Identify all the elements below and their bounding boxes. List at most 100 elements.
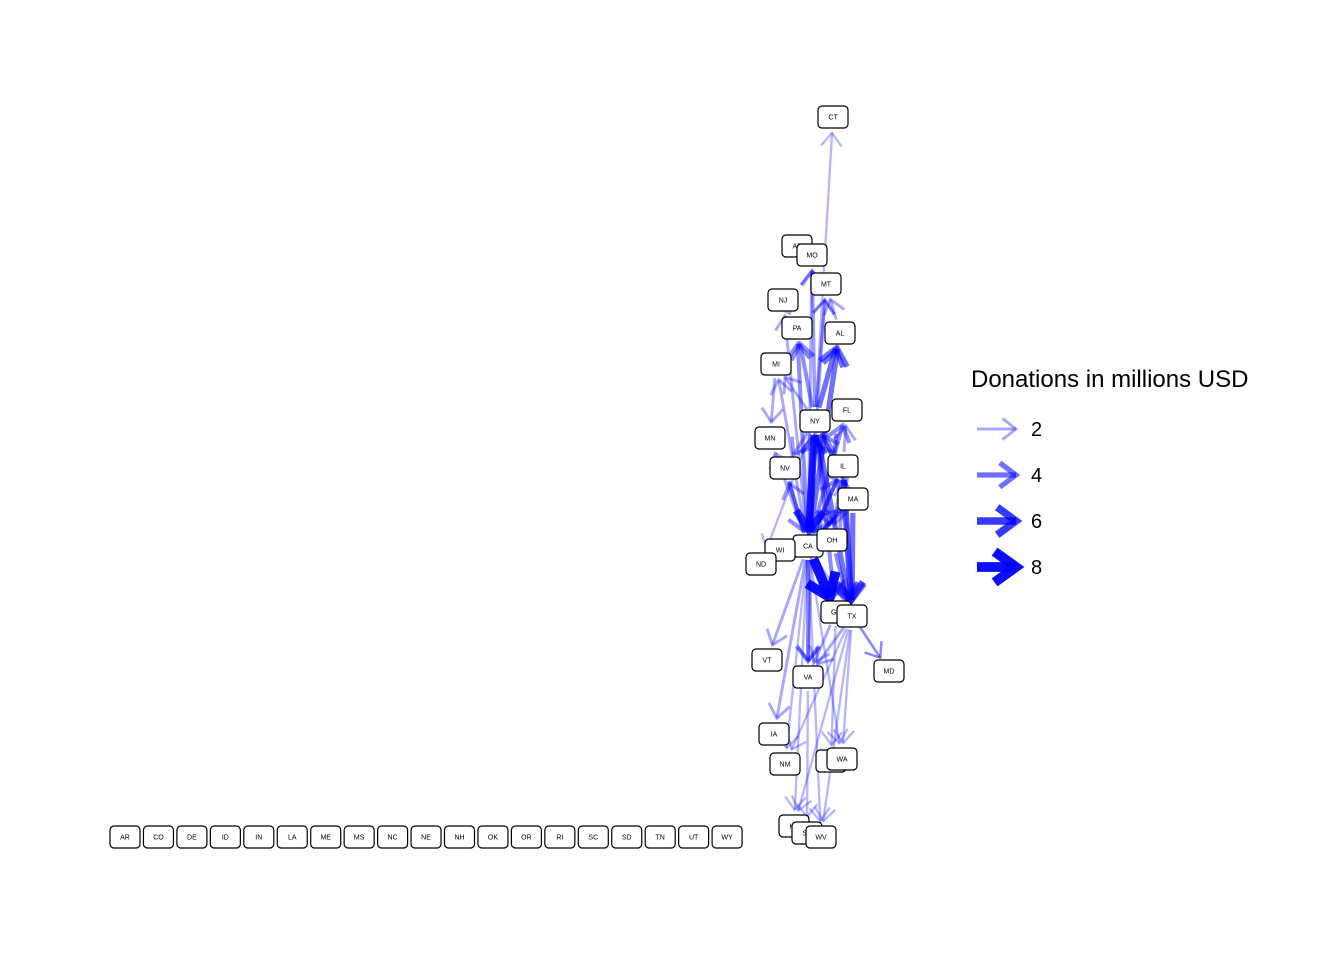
edge-line [783, 376, 809, 411]
edge-arrowhead [789, 340, 816, 362]
edge-arrowhead [820, 731, 844, 747]
legend-item: 4 [977, 460, 1042, 490]
node-box [836, 604, 868, 628]
edge-line [814, 299, 827, 408]
node-box [611, 825, 643, 849]
node-box [510, 825, 542, 849]
node-nm: NM [769, 752, 801, 776]
node-in: IN [243, 825, 275, 849]
edge-tx-va [815, 626, 845, 666]
node-label: NE [421, 835, 431, 842]
edge-arrowhead [864, 641, 883, 660]
node-me: ME [310, 825, 342, 849]
node-label: NC [388, 835, 398, 842]
node-ok: OK [477, 825, 509, 849]
node-label: TX [848, 614, 857, 621]
node-ut: UT [678, 825, 710, 849]
edge-ca-mi [769, 377, 808, 533]
node-label: MO [806, 253, 818, 260]
node-box [831, 398, 863, 422]
node-nv: NV [769, 456, 801, 480]
edge-arrowhead [782, 375, 802, 395]
legend-item: 8 [977, 547, 1042, 587]
node-mi: MI [760, 352, 792, 376]
edge-line [785, 559, 808, 749]
edge-arrowhead [864, 641, 883, 660]
edge-line [777, 379, 808, 533]
node-box [792, 665, 824, 689]
legend-label: 6 [1031, 511, 1042, 533]
edge-line [841, 629, 853, 744]
edge-il-fl [833, 423, 857, 453]
edge-line [765, 433, 812, 550]
node-label: LA [288, 835, 297, 842]
node-box [142, 825, 175, 849]
node-label: FL [843, 408, 851, 415]
node-label: AL [836, 331, 845, 338]
node-box [678, 825, 710, 849]
node-label: OH [827, 538, 838, 545]
edge-arrowhead [808, 806, 831, 823]
node-wa: WA [826, 747, 858, 771]
edge-ga-hi [820, 625, 844, 747]
edge-line [814, 434, 837, 597]
node-ms: MS [343, 825, 375, 849]
node-box [827, 454, 859, 478]
node-label: MI [772, 362, 780, 369]
edge-arrowhead [794, 644, 822, 665]
legend-label: 8 [1031, 557, 1042, 579]
node-nj: NJ [767, 288, 799, 312]
edge-line [775, 559, 807, 719]
edge-line [805, 434, 818, 531]
legend-arrowhead [994, 504, 1023, 538]
node-ne: NE [410, 825, 442, 849]
edge-tx-ky [790, 629, 850, 813]
node-label: ND [756, 562, 766, 569]
edge-mi-mn [760, 377, 785, 425]
node-box [817, 105, 849, 129]
node-box [826, 747, 858, 771]
edge-line [795, 343, 810, 533]
edge-arrowhead [807, 512, 832, 535]
edge-line [769, 377, 777, 423]
edge-line [814, 132, 834, 408]
legend-arrowhead [991, 547, 1025, 587]
legend-title: Donations in millions USD [971, 366, 1248, 393]
node-pa: PA [781, 316, 813, 340]
edge-ny-ca [793, 434, 827, 537]
edge-line [833, 553, 850, 602]
edge-line [816, 626, 845, 665]
legend-arrowhead [998, 460, 1021, 490]
node-label: IL [840, 464, 846, 471]
node-label: NV [780, 466, 790, 473]
edge-ca-wv [807, 559, 831, 823]
node-label: IA [771, 732, 778, 739]
edge-arrowhead [821, 344, 850, 368]
node-label: VA [804, 675, 813, 682]
edge-line [858, 626, 882, 659]
legend: Donations in millions USD 2 4 6 8 [971, 366, 1248, 587]
node-label: CA [803, 544, 813, 551]
edge-line [815, 434, 852, 601]
legend-item: 6 [977, 504, 1042, 538]
node-label: ID [222, 835, 229, 842]
node-label: ME [320, 835, 331, 842]
node-wy: WY [711, 825, 743, 849]
node-label: SC [588, 835, 598, 842]
edge-arrowhead [790, 436, 812, 457]
node-box [544, 825, 576, 849]
node-label: WA [836, 757, 847, 764]
node-tx: TX [836, 604, 868, 628]
edge-arrowhead [813, 806, 836, 824]
node-ma: MA [837, 487, 869, 511]
node-box [769, 456, 801, 480]
edge-ca-va [794, 560, 822, 665]
node-ri: RI [544, 825, 576, 849]
node-box [243, 825, 275, 849]
node-nc: NC [377, 825, 409, 849]
node-label: PA [793, 326, 802, 333]
node-ia: IA [758, 722, 790, 746]
edge-line [807, 559, 822, 822]
node-box [796, 243, 828, 267]
legend-arrow-key [977, 547, 1025, 587]
